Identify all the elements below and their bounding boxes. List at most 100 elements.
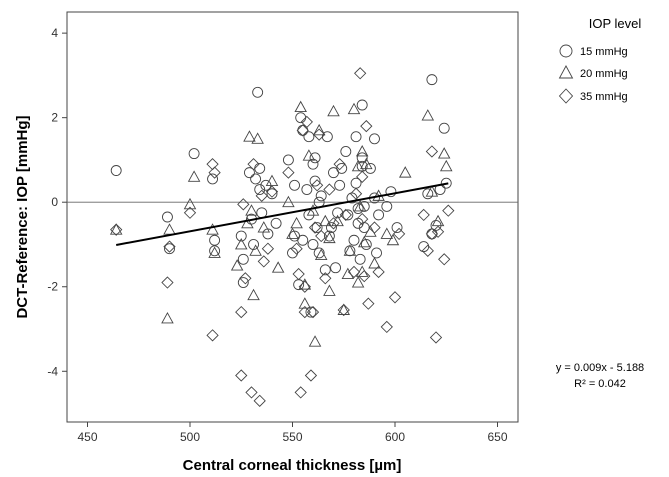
circle-point [266,188,278,200]
diamond-point [354,67,367,80]
y-tick-label: -2 [47,280,58,294]
plot-frame [66,11,519,423]
diamond-point [360,119,373,133]
y-tick-label: 0 [51,195,58,209]
triangle-point [323,231,336,244]
circle-point [334,179,346,191]
diamond-point [183,206,197,219]
triangle-point [286,227,299,239]
circle-point [303,131,315,143]
regression-r-squared: R² = 0.042 [574,378,626,390]
diamond-point [310,179,324,192]
triangle-point [437,147,451,159]
diamond-point [239,272,252,285]
triangle-point [357,235,371,248]
circle-point [209,234,221,246]
circle-point [237,253,249,265]
legend: IOP level 15 mmHg 20 mmHg 35 mmHg [558,16,642,104]
triangle-point [351,159,365,172]
diamond-point [261,242,275,255]
circle-point [323,230,335,242]
triangle-point [234,238,248,250]
diamond-point [290,242,303,255]
circle-point [289,179,300,191]
y-axis: -4 -2 0 2 4 [47,26,67,378]
circle-point [270,217,282,229]
diamond-point [253,394,266,408]
circle-point [311,222,323,234]
circle-point [326,222,337,234]
diamond-point [294,386,307,399]
legend-triangle-marker [558,65,574,79]
circle-point [381,200,393,212]
circle-point [336,162,348,174]
diamond-point [306,305,320,319]
diamond-point [265,185,279,198]
legend-title: IOP level [589,16,642,31]
diamond-point [358,270,371,283]
triangle-point [290,216,303,229]
diamond-point [255,189,268,203]
triangle-point [271,261,285,273]
diamond-point [296,124,309,137]
triangle-point [257,221,271,233]
circle-point [371,247,382,259]
x-tick-label: 500 [180,430,200,444]
circle-point [350,131,362,143]
circle-point [252,86,264,98]
triangle-point [306,204,320,216]
diamond-point [206,329,219,342]
legend-circle-marker [559,44,573,58]
circle-point [309,152,321,164]
circle-point [301,184,313,195]
triangle-point [314,248,328,260]
diamond-point [247,158,260,171]
triangle-point [302,149,316,161]
diamond-point [421,244,434,257]
circle-point [426,74,438,86]
triangle-point [351,276,365,288]
circle-point [188,148,200,160]
triangle-point [249,244,262,256]
x-tick-label: 550 [282,430,302,444]
diamond-point [235,369,248,382]
diamond-point [388,291,402,304]
triangle-point [319,214,332,227]
circle-point [440,177,452,189]
diamond-point [315,229,328,243]
circle-point [391,222,403,234]
diamond-point [327,217,340,230]
diamond-point [313,128,326,141]
triangle-point [323,284,336,296]
circle-point [313,247,325,259]
triangle-point [386,233,400,246]
diamond-point [425,227,439,241]
diamond-point [368,221,381,234]
diamond-point [438,253,451,266]
triangle-point [251,132,264,144]
x-tick-label: 650 [487,430,507,444]
y-axis-title: DCT-Reference: IOP [mmHg] [14,115,31,318]
points-layer [109,67,455,408]
legend-label-15: 15 mmHg [580,46,628,58]
circle-point [356,152,368,164]
triangle-point [161,312,174,324]
diamond-point [298,305,311,319]
x-tick-label: 600 [385,430,405,444]
triangle-point [208,246,221,258]
circle-point [373,209,385,221]
regression-line [116,182,449,246]
circle-point [360,239,372,250]
triangle-point [353,199,367,212]
triangle-point [355,145,369,157]
circle-point [358,200,370,212]
circle-point [385,186,397,198]
plot-frame-group [66,11,519,423]
triangle-point [294,100,307,113]
triangle-point [109,223,123,235]
diamond-point [349,187,363,200]
diamond-point [362,297,375,310]
diamond-point [356,212,369,226]
triangle-point [206,223,219,235]
circle-point [352,203,364,214]
